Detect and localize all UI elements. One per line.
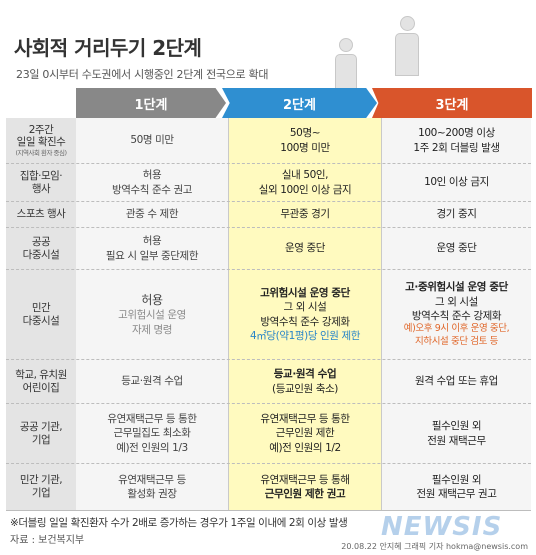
stage-2-cell: 50명~ 100명 미만 bbox=[280, 127, 330, 154]
stage-3-cell: 고·중위험시설 운영 중단 그 외 시설 방역수칙 준수 강제화 예)오후 9시 이후… bbox=[403, 281, 510, 347]
table-row: 스포츠 행사 관중 수 제한 무관중 경기 경기 중지 bbox=[6, 202, 531, 228]
stage-1-cell: 유연재택근무 등 통한 근무밀집도 최소화 예)전 인원의 1/3 bbox=[107, 413, 197, 454]
stage-3-cell: 경기 중지 bbox=[436, 208, 477, 221]
row-label: 공공 다중시설 bbox=[22, 235, 60, 261]
credit-text: 20.08.22 안지혜 그래픽 기자 hokma@newsis.com bbox=[341, 542, 528, 551]
stage-3-cell: 필수인원 외 전원 재택근무 bbox=[427, 420, 486, 447]
stage-1-cell: 등교·원격 수업 bbox=[121, 375, 183, 388]
footnote: ※더블링 일일 확진환자 수가 2배로 증가하는 경우가 1주일 이내에 2회 … bbox=[10, 517, 348, 529]
table-row: 공공 다중시설 허용 필요 시 일부 중단제한 운영 중단 운영 중단 bbox=[6, 228, 531, 270]
stage-3-header: 3단계 bbox=[372, 88, 532, 118]
source-text: 자료 : 보건복지부 bbox=[10, 535, 85, 546]
stage-2-cell: 운영 중단 bbox=[285, 242, 325, 255]
table-row: 공공 기관, 기업 유연재택근무 등 통한 근무밀집도 최소화 예)전 인원의 1/3… bbox=[6, 404, 531, 464]
row-label: 민간 기관, 기업 bbox=[19, 474, 63, 499]
stage-2-cell: 고위험시설 운영 중단 그 외 시설 방역수칙 준수 강제화 4㎡당(약1평)당 인원… bbox=[249, 287, 360, 342]
row-label: 공공 기관, 기업 bbox=[19, 420, 63, 446]
stage-3-cell: 100~200명 이상 1주 2회 더블링 발생 bbox=[413, 127, 500, 154]
stage-1-cell: 유연재택근무 등 활성화 권장 bbox=[118, 473, 186, 500]
stage-1-header: 1단계 bbox=[76, 88, 226, 118]
row-label: 민간 다중시설 bbox=[22, 301, 60, 327]
row-label: 집합·모임· 행사 bbox=[19, 169, 63, 195]
row-label: 학교, 유치원 어린이집 bbox=[15, 368, 67, 394]
stage-2-cell: 실내 50인, 실외 100인 이상 금지 bbox=[258, 169, 352, 196]
table-row: 민간 기관, 기업 유연재택근무 등 활성화 권장 유연재택근무 등 통해 근무인원 … bbox=[6, 464, 531, 511]
stage-2-header: 2단계 bbox=[222, 88, 377, 118]
table-row: 학교, 유치원 어린이집 등교·원격 수업 등교·원격 수업 (등교인원 축소) 원… bbox=[6, 360, 531, 404]
stage-1-cell: 허용 필요 시 일부 중단제한 bbox=[105, 235, 199, 262]
comparison-table: 2주간 일일 확진수 (지역사회 환자 중심) 50명 미만 50명~ 100명 미… bbox=[6, 118, 531, 511]
stage-1-cell: 50명 미만 bbox=[130, 134, 174, 147]
row-label: 2주간 일일 확진수 (지역사회 환자 중심) bbox=[15, 123, 67, 157]
stage-2-cell: 등교·원격 수업 (등교인원 축소) bbox=[272, 368, 338, 395]
table-row: 2주간 일일 확진수 (지역사회 환자 중심) 50명 미만 50명~ 100명 미… bbox=[6, 118, 531, 164]
row-label: 스포츠 행사 bbox=[16, 208, 66, 221]
page-subtitle: 23일 0시부터 수도권에서 시행중인 2단계 전국으로 확대 bbox=[16, 68, 269, 81]
stage-3-cell: 10인 이상 금지 bbox=[424, 176, 489, 189]
table-row: 집합·모임· 행사 허용 방역수칙 준수 권고 실내 50인, 실외 100인 이상 … bbox=[6, 164, 531, 202]
stage-2-cell: 유연재택근무 등 통한 근무인원 제한 예)전 인원의 1/2 bbox=[260, 413, 350, 454]
stage-3-cell: 운영 중단 bbox=[436, 242, 477, 255]
page-title: 사회적 거리두기 2단계 bbox=[14, 36, 202, 60]
person-icon bbox=[393, 16, 423, 76]
stage-3-cell: 필수인원 외 전원 재택근무 권고 bbox=[416, 473, 497, 500]
stage-1-cell: 관중 수 제한 bbox=[125, 208, 179, 221]
stage-1-cell: 허용 방역수칙 준수 권고 bbox=[112, 169, 192, 196]
stage-2-cell: 무관중 경기 bbox=[280, 208, 330, 221]
stage-2-cell: 유연재택근무 등 통해 근무인원 제한 권고 bbox=[260, 473, 350, 500]
table-row: 민간 다중시설 허용 고위험시설 운영 자제 명령 고위험시설 운영 중단 그 외 시설… bbox=[6, 270, 531, 360]
newsis-logo: NEWSIS bbox=[381, 512, 503, 542]
stage-3-cell: 원격 수업 또는 휴업 bbox=[415, 375, 498, 388]
person-icon bbox=[333, 38, 361, 90]
stage-1-cell: 허용 고위험시설 운영 자제 명령 bbox=[118, 293, 186, 336]
